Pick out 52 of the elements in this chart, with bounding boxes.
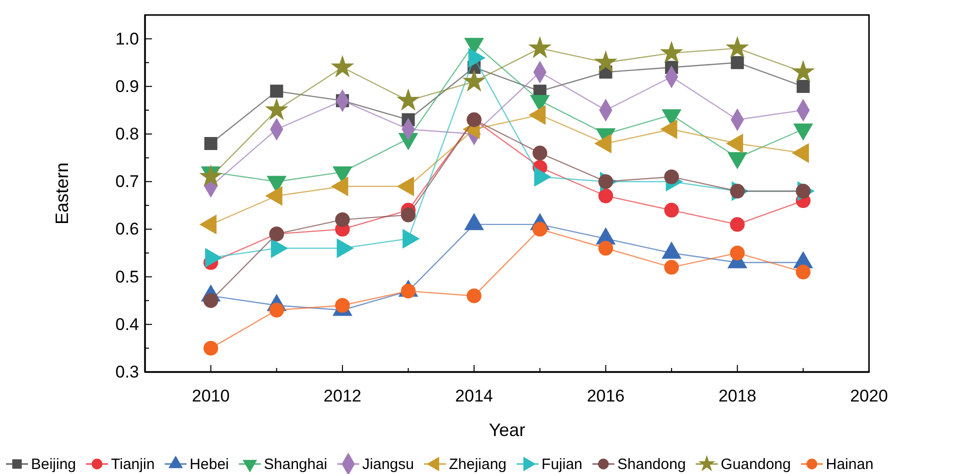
- y-tick-label: 0.8: [115, 124, 139, 144]
- point: [664, 202, 679, 218]
- x-tick-label: 2018: [718, 386, 756, 406]
- y-axis-title: Eastern: [52, 162, 72, 225]
- legend-label: Fujian: [542, 456, 582, 473]
- y-tick-label: 0.5: [115, 267, 139, 286]
- x-tick-label: 2012: [324, 386, 362, 406]
- point: [528, 36, 552, 58]
- legend-label: Shandong: [617, 456, 686, 473]
- point: [264, 98, 288, 120]
- point: [594, 50, 618, 73]
- legend-label: Guandong: [720, 456, 791, 473]
- point: [598, 188, 614, 204]
- point: [791, 60, 815, 82]
- x-tick-label: 2016: [586, 386, 625, 406]
- point: [532, 146, 548, 160]
- y-tick-label: 0.3: [115, 362, 139, 382]
- legend-label: Tianjin: [111, 456, 155, 473]
- y-tick-label: 0.4: [115, 314, 139, 334]
- x-tick-label: 2010: [192, 386, 230, 406]
- legend-label: Hainan: [826, 456, 874, 473]
- point: [730, 217, 745, 232]
- y-tick-label: 0.9: [115, 76, 139, 96]
- point: [330, 55, 354, 78]
- point: [462, 69, 486, 92]
- point: [396, 88, 420, 111]
- point: [796, 264, 811, 280]
- legend-label: Beijing: [31, 456, 76, 473]
- point: [660, 40, 684, 64]
- point: [730, 56, 744, 70]
- x-axis-title: Year: [488, 420, 526, 440]
- point: [726, 36, 750, 58]
- point: [664, 260, 679, 275]
- point: [204, 137, 218, 150]
- point: [335, 298, 350, 313]
- y-tick-label: 0.7: [115, 172, 139, 192]
- point: [335, 212, 350, 228]
- point: [598, 240, 614, 256]
- legend-label: Zhejiang: [448, 456, 507, 473]
- legend-label: Shanghai: [264, 456, 328, 473]
- point: [270, 84, 284, 98]
- y-tick-label: 0.6: [115, 220, 139, 239]
- x-tick-label: 2020: [850, 386, 888, 406]
- point: [203, 340, 218, 356]
- point: [466, 288, 482, 304]
- point: [400, 208, 416, 222]
- x-tick-label: 2014: [455, 386, 494, 406]
- legend-label: Jiangsu: [362, 456, 414, 473]
- point: [730, 246, 745, 260]
- point: [796, 80, 810, 93]
- y-tick-label: 1.0: [115, 29, 139, 48]
- legend-label: Hebei: [190, 456, 229, 473]
